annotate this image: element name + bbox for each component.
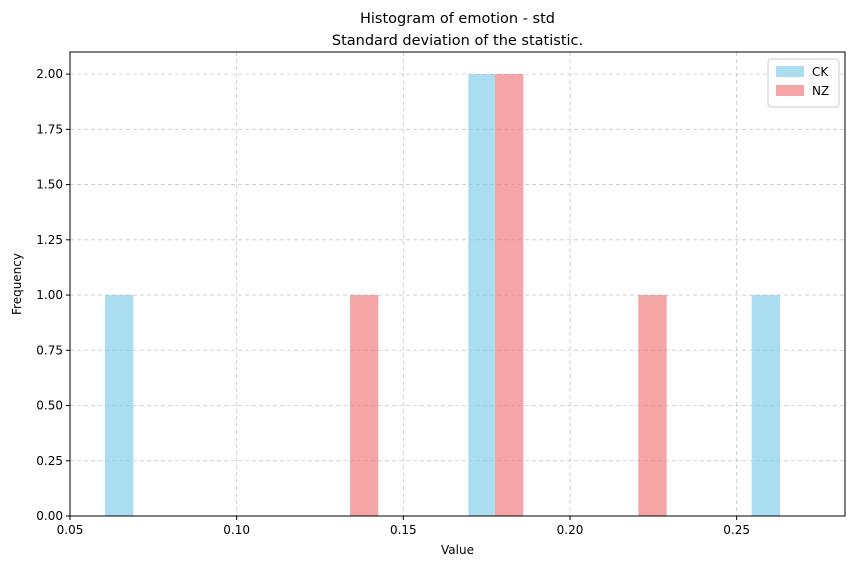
axis-ticks: 0.05 0.10 0.15 0.20 0.25 0.00 0.25 0.50 0.75 1.00… bbox=[36, 67, 750, 537]
bar-ck-3 bbox=[751, 295, 780, 516]
legend-swatch-nz bbox=[776, 85, 804, 96]
y-tick-label: 0.25 bbox=[36, 454, 63, 468]
x-tick-label: 0.15 bbox=[390, 523, 417, 537]
y-axis-label: Frequency bbox=[10, 253, 24, 315]
y-tick-label: 1.00 bbox=[36, 288, 63, 302]
x-tick-label: 0.20 bbox=[557, 523, 584, 537]
y-tick-label: 1.75 bbox=[36, 122, 63, 136]
y-tick-label: 0.75 bbox=[36, 343, 63, 357]
y-tick-label: 0.50 bbox=[36, 399, 63, 413]
y-tick-label: 2.00 bbox=[36, 67, 63, 81]
legend-items: CK NZ bbox=[776, 65, 829, 98]
bar-nz-3 bbox=[638, 295, 667, 516]
bar-ck-2 bbox=[468, 74, 495, 516]
legend: CK NZ bbox=[767, 58, 840, 108]
bar-nz-2 bbox=[495, 74, 524, 516]
y-tick-label: 0.00 bbox=[36, 509, 63, 523]
legend-swatch-ck bbox=[776, 66, 804, 77]
y-tick-label: 1.50 bbox=[36, 178, 63, 192]
x-axis-label: Value bbox=[441, 543, 474, 557]
chart-title: Histogram of emotion - std bbox=[360, 11, 555, 27]
y-tick-label: 1.25 bbox=[36, 233, 63, 247]
x-tick-label: 0.25 bbox=[723, 523, 750, 537]
bar-nz-1 bbox=[350, 295, 379, 516]
x-tick-label: 0.10 bbox=[223, 523, 250, 537]
bar-ck-1 bbox=[105, 295, 134, 516]
histogram-bars bbox=[105, 74, 780, 516]
plot-frame bbox=[69, 51, 846, 517]
chart-subtitle: Standard deviation of the statistic. bbox=[332, 33, 583, 49]
legend-label-ck: CK bbox=[812, 65, 829, 79]
legend-label-nz: NZ bbox=[812, 84, 829, 98]
grid-lines bbox=[69, 52, 845, 517]
x-tick-label: 0.05 bbox=[57, 523, 84, 537]
